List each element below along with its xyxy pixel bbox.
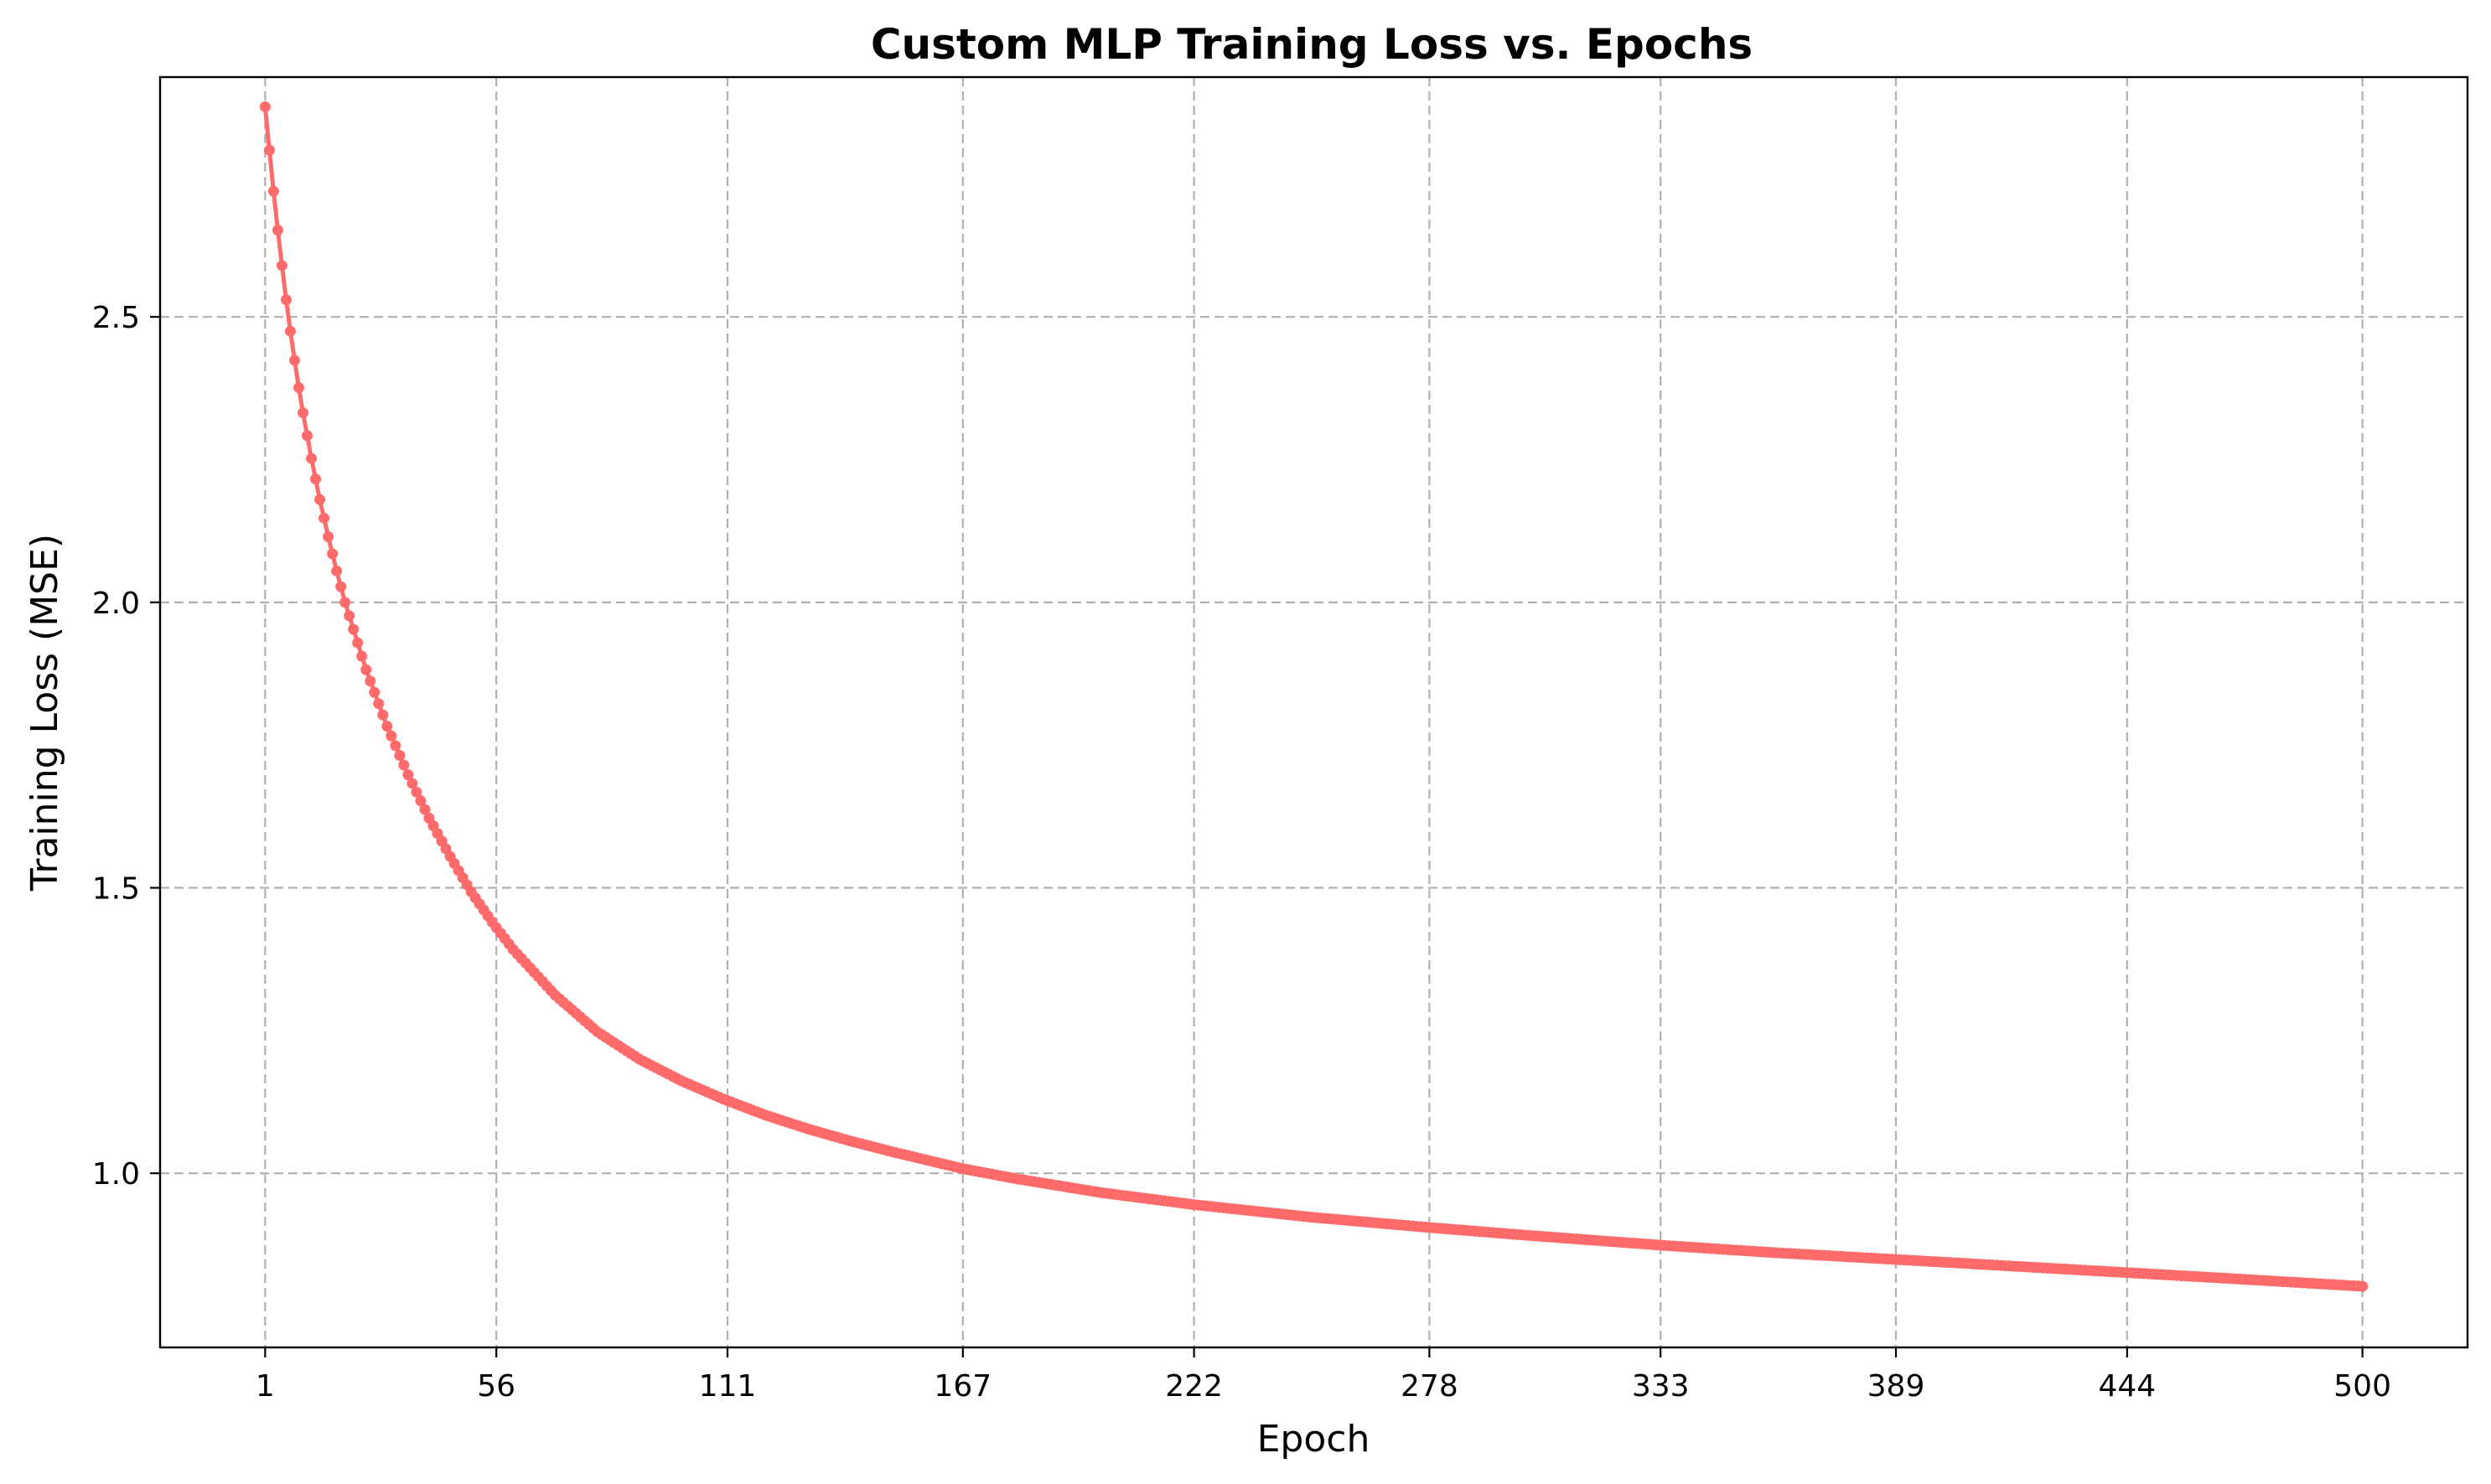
- data-point: [272, 225, 283, 236]
- grid: [160, 77, 2468, 1347]
- data-point: [352, 637, 364, 649]
- data-point: [356, 650, 368, 662]
- data-point: [293, 382, 304, 394]
- data-point: [267, 185, 279, 197]
- data-point: [348, 623, 360, 635]
- data-point: [302, 430, 313, 442]
- data-point: [386, 730, 397, 742]
- y-tick-label: 1.5: [92, 872, 140, 907]
- data-point: [365, 675, 376, 687]
- data-point: [323, 530, 334, 542]
- data-point: [259, 101, 271, 112]
- data-point: [390, 740, 401, 752]
- data-point: [310, 473, 322, 485]
- data-point: [381, 721, 393, 732]
- data-point: [398, 759, 410, 771]
- x-tick-label: 222: [1165, 1369, 1223, 1404]
- x-tick-label: 333: [1632, 1369, 1690, 1404]
- axis-ticks: 1 56 111 167 222 278 333 389 444 500 1.0 1.5 2.0 2.5: [92, 301, 2391, 1404]
- data-point: [369, 686, 381, 698]
- data-point: [284, 325, 296, 337]
- x-tick-label: 167: [934, 1369, 992, 1404]
- data-point: [402, 769, 414, 781]
- y-tick-label: 2.0: [92, 587, 140, 621]
- data-point: [318, 512, 330, 524]
- data-point: [339, 597, 351, 608]
- loss-line: [262, 106, 2363, 1289]
- data-point: [288, 354, 300, 366]
- x-tick-label: 389: [1867, 1369, 1925, 1404]
- chart-title: Custom MLP Training Loss vs. Epochs: [871, 20, 1753, 69]
- y-tick-label: 2.5: [92, 301, 140, 335]
- x-tick-label: 278: [1401, 1369, 1458, 1404]
- data-point: [394, 749, 406, 761]
- data-point: [327, 548, 339, 560]
- data-point: [344, 610, 355, 622]
- data-point: [276, 260, 287, 271]
- series-layer: [259, 101, 2369, 1292]
- y-tick-label: 1.0: [92, 1157, 140, 1192]
- y-axis-label: Training Loss (MSE): [23, 534, 66, 892]
- data-point: [373, 698, 385, 710]
- data-point: [263, 144, 275, 156]
- data-point: [415, 795, 427, 807]
- data-point: [298, 407, 308, 419]
- x-tick-label: 111: [699, 1369, 757, 1404]
- x-tick-label: 1: [256, 1369, 275, 1404]
- data-point: [306, 452, 318, 464]
- plot-frame: [158, 75, 2469, 1349]
- data-point: [377, 709, 389, 721]
- x-tick-label: 500: [2333, 1369, 2391, 1404]
- x-tick-label: 444: [2098, 1369, 2156, 1404]
- data-point: [314, 494, 326, 505]
- data-point: [411, 786, 422, 798]
- x-tick-label: 56: [477, 1369, 515, 1404]
- x-axis-label: Epoch: [1257, 1418, 1370, 1461]
- data-point: [280, 294, 292, 306]
- data-point: [2357, 1280, 2369, 1292]
- data-point: [419, 804, 431, 815]
- data-point: [331, 565, 343, 577]
- data-point: [407, 778, 418, 789]
- data-point: [335, 581, 347, 592]
- data-point: [360, 664, 372, 675]
